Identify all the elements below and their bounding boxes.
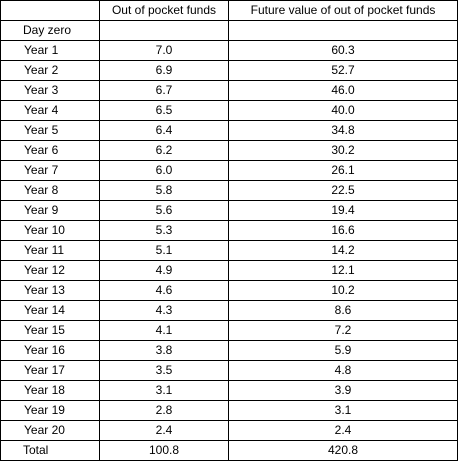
table-header: Out of pocket funds Future value of out … — [0, 0, 458, 21]
period-cell: Year 19 — [0, 400, 100, 421]
future-value-cell: 19.4 — [228, 200, 458, 221]
table-row: Year 11 5.1 14.2 — [0, 240, 458, 261]
future-value-cell: 22.5 — [228, 180, 458, 201]
out-of-pocket-cell — [99, 20, 229, 41]
period-cell: Year 11 — [0, 240, 100, 261]
period-cell: Year 4 — [0, 100, 100, 121]
out-of-pocket-cell: 4.3 — [99, 300, 229, 321]
out-of-pocket-cell: 6.4 — [99, 120, 229, 141]
table-row: Year 4 6.5 40.0 — [0, 100, 458, 121]
table-row: Year 8 5.8 22.5 — [0, 180, 458, 201]
header-cell-out-of-pocket: Out of pocket funds — [99, 0, 229, 21]
table-row: Year 15 4.1 7.2 — [0, 320, 458, 341]
future-value-cell: 40.0 — [228, 100, 458, 121]
table-row: Day zero — [0, 20, 458, 41]
future-value-cell: 420.8 — [228, 440, 458, 461]
period-cell: Year 16 — [0, 340, 100, 361]
out-of-pocket-cell: 3.5 — [99, 360, 229, 381]
out-of-pocket-cell: 5.1 — [99, 240, 229, 261]
period-cell: Year 7 — [0, 160, 100, 181]
future-value-cell: 46.0 — [228, 80, 458, 101]
table-row: Year 6 6.2 30.2 — [0, 140, 458, 161]
table-row: Year 20 2.4 2.4 — [0, 420, 458, 441]
period-cell: Year 12 — [0, 260, 100, 281]
future-value-cell: 5.9 — [228, 340, 458, 361]
future-value-cell: 7.2 — [228, 320, 458, 341]
period-cell: Year 1 — [0, 40, 100, 61]
future-value-cell: 12.1 — [228, 260, 458, 281]
future-value-cell: 16.6 — [228, 220, 458, 241]
out-of-pocket-cell: 5.3 — [99, 220, 229, 241]
period-cell: Total — [0, 440, 100, 461]
table-row: Total 100.8 420.8 — [0, 440, 458, 461]
table-row: Year 17 3.5 4.8 — [0, 360, 458, 381]
out-of-pocket-cell: 2.8 — [99, 400, 229, 421]
header-cell-period — [0, 0, 100, 21]
header-row: Out of pocket funds Future value of out … — [0, 0, 458, 21]
future-value-cell: 14.2 — [228, 240, 458, 261]
table-row: Year 12 4.9 12.1 — [0, 260, 458, 281]
table-row: Year 7 6.0 26.1 — [0, 160, 458, 181]
period-cell: Year 10 — [0, 220, 100, 241]
future-value-cell: 52.7 — [228, 60, 458, 81]
future-value-cell: 10.2 — [228, 280, 458, 301]
future-value-cell: 60.3 — [228, 40, 458, 61]
period-cell: Year 6 — [0, 140, 100, 161]
future-value-cell: 8.6 — [228, 300, 458, 321]
future-value-cell: 30.2 — [228, 140, 458, 161]
table-row: Year 9 5.6 19.4 — [0, 200, 458, 221]
out-of-pocket-cell: 3.1 — [99, 380, 229, 401]
out-of-pocket-cell: 3.8 — [99, 340, 229, 361]
period-cell: Year 2 — [0, 60, 100, 81]
table-row: Year 18 3.1 3.9 — [0, 380, 458, 401]
table-row: Year 1 7.0 60.3 — [0, 40, 458, 61]
out-of-pocket-cell: 7.0 — [99, 40, 229, 61]
period-cell: Year 20 — [0, 420, 100, 441]
out-of-pocket-cell: 6.0 — [99, 160, 229, 181]
period-cell: Year 17 — [0, 360, 100, 381]
period-cell: Year 3 — [0, 80, 100, 101]
table-row: Year 3 6.7 46.0 — [0, 80, 458, 101]
header-cell-future-value: Future value of out of pocket funds — [228, 0, 458, 21]
table-row: Year 2 6.9 52.7 — [0, 60, 458, 81]
period-cell: Year 5 — [0, 120, 100, 141]
period-cell: Year 18 — [0, 380, 100, 401]
future-value-cell: 34.8 — [228, 120, 458, 141]
table-row: Year 5 6.4 34.8 — [0, 120, 458, 141]
out-of-pocket-cell: 100.8 — [99, 440, 229, 461]
out-of-pocket-cell: 5.8 — [99, 180, 229, 201]
out-of-pocket-cell: 6.2 — [99, 140, 229, 161]
table-row: Year 19 2.8 3.1 — [0, 400, 458, 421]
future-value-cell: 2.4 — [228, 420, 458, 441]
out-of-pocket-cell: 6.5 — [99, 100, 229, 121]
table-row: Year 14 4.3 8.6 — [0, 300, 458, 321]
out-of-pocket-cell: 6.7 — [99, 80, 229, 101]
future-value-cell: 3.9 — [228, 380, 458, 401]
future-value-cell: 3.1 — [228, 400, 458, 421]
period-cell: Year 13 — [0, 280, 100, 301]
future-value-cell: 26.1 — [228, 160, 458, 181]
period-cell: Year 8 — [0, 180, 100, 201]
period-cell: Day zero — [0, 20, 100, 41]
future-value-cell — [228, 20, 458, 41]
out-of-pocket-cell: 4.1 — [99, 320, 229, 341]
table-body: Day zero Year 1 7.0 60.3 Year 2 6.9 52.7 Year 3… — [0, 20, 458, 461]
out-of-pocket-cell: 6.9 — [99, 60, 229, 81]
out-of-pocket-cell: 2.4 — [99, 420, 229, 441]
out-of-pocket-cell: 4.6 — [99, 280, 229, 301]
table-row: Year 13 4.6 10.2 — [0, 280, 458, 301]
out-of-pocket-cell: 5.6 — [99, 200, 229, 221]
period-cell: Year 15 — [0, 320, 100, 341]
table-row: Year 10 5.3 16.6 — [0, 220, 458, 241]
table-row: Year 16 3.8 5.9 — [0, 340, 458, 361]
period-cell: Year 14 — [0, 300, 100, 321]
period-cell: Year 9 — [0, 200, 100, 221]
future-value-cell: 4.8 — [228, 360, 458, 381]
out-of-pocket-cell: 4.9 — [99, 260, 229, 281]
